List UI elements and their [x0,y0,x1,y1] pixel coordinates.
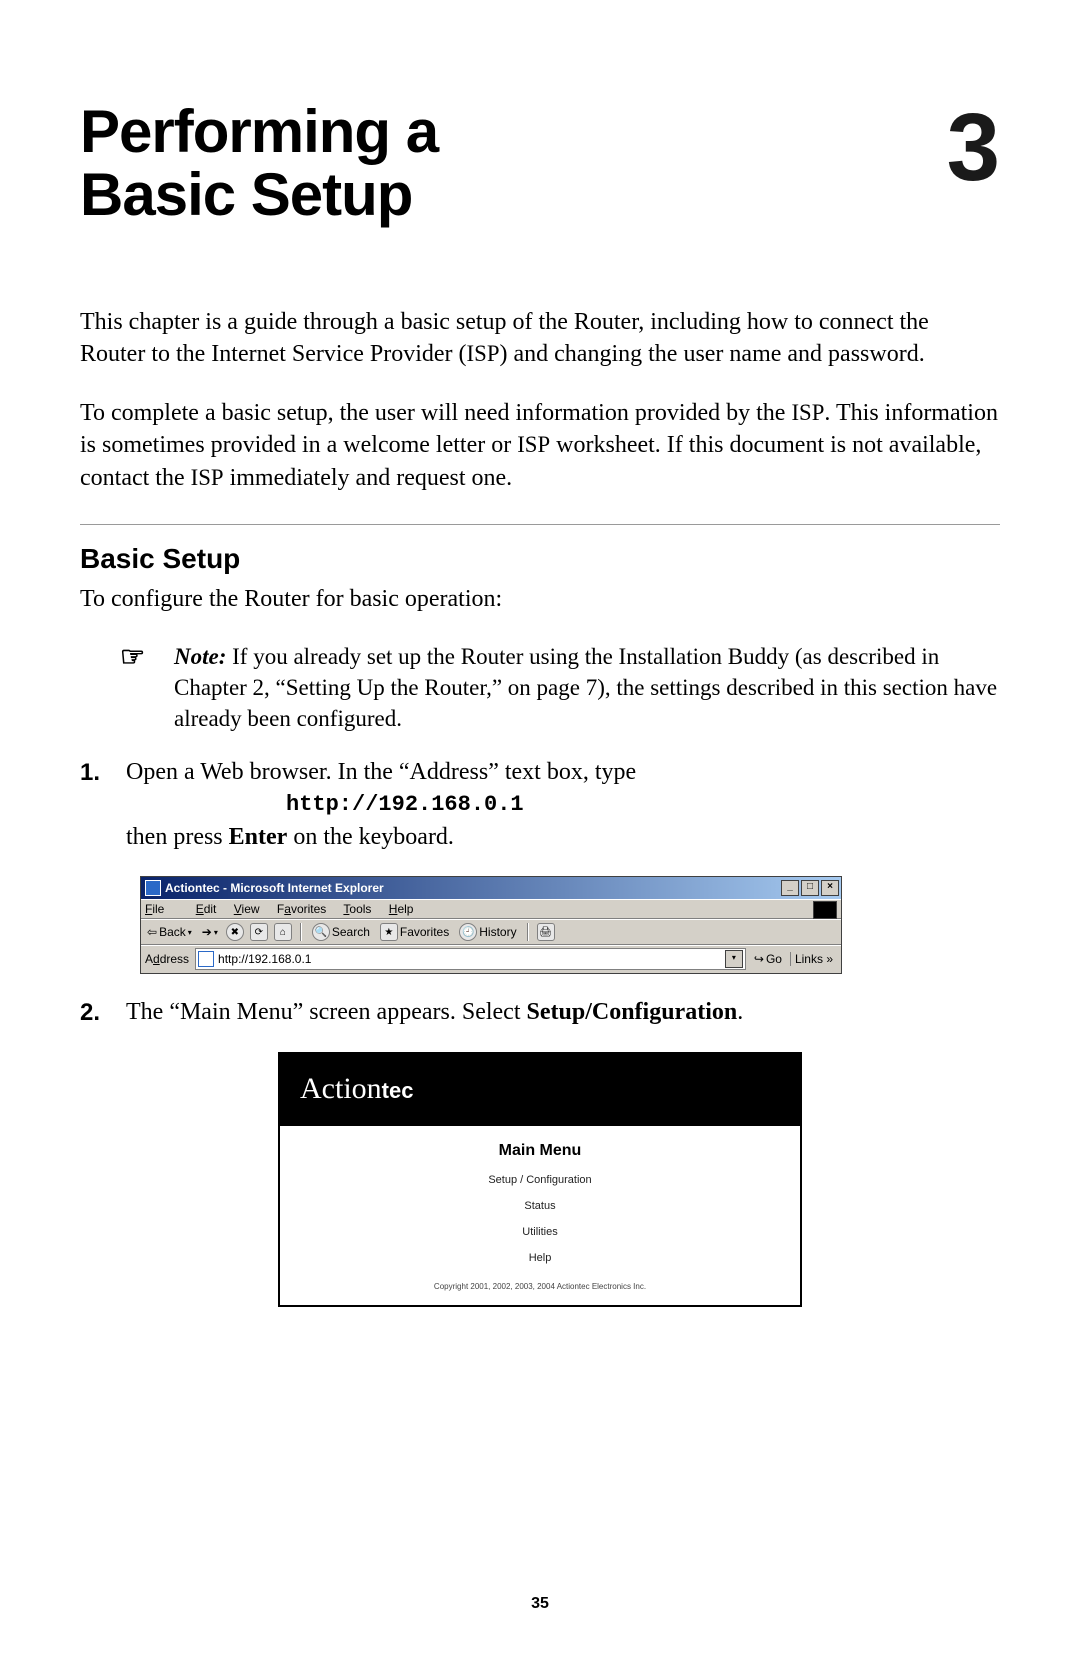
menu-edit[interactable]: Edit [196,902,217,916]
step-2-text: The “Main Menu” screen appears. Select [126,999,527,1025]
page-number: 35 [0,1595,1080,1613]
links-label: Links [795,952,823,966]
step-1-line-a: Open a Web browser. In the “Address” tex… [126,756,1000,790]
step-2-number: 2. [80,996,108,1030]
chapter-title: Performing a Basic Setup [80,100,438,226]
menu-help[interactable]: Help [389,902,414,916]
intro-p2-isp2: ISP [517,432,550,457]
go-button[interactable]: ↪Go [750,952,786,966]
router-main-menu-screenshot: Actiontec Main Menu Setup / Configuratio… [278,1052,802,1307]
close-button[interactable]: × [821,880,839,896]
note-block: ☞ Note: If you already set up the Router… [120,641,1000,734]
intro-p2d: immediately and request one. [224,465,513,491]
back-label: Back [159,925,186,939]
note-label: Note: [174,644,226,669]
ie-address-bar: Address http://192.168.0.1 ▾ ↪Go Links » [141,945,841,973]
favorites-button[interactable]: ★Favorites [378,923,451,941]
history-label: History [479,925,516,939]
step-1-body: Open a Web browser. In the “Address” tex… [126,756,1000,854]
step-2-body: The “Main Menu” screen appears. Select S… [126,996,1000,1030]
step-2-bold: Setup/Configuration [527,999,738,1025]
menu-favorites[interactable]: Favorites [277,902,326,916]
address-value: http://192.168.0.1 [218,952,311,966]
history-button[interactable]: 🕘History [457,923,518,941]
go-label: Go [766,952,782,966]
intro-p1b: ) and changing the user name and passwor… [500,341,925,367]
menu-item-setup[interactable]: Setup / Configuration [280,1174,800,1186]
ie-app-icon [145,880,161,896]
forward-dropdown-icon[interactable]: ▾ [214,928,218,937]
router-logo-bar: Actiontec [280,1054,800,1126]
chapter-title-line1: Performing a [80,98,438,165]
note-body: If you already set up the Router using t… [174,644,997,731]
section-lead: To configure the Router for basic operat… [80,583,1000,615]
forward-button[interactable]: ➔ ▾ [200,925,220,939]
intro-p2a: To complete a basic setup, the user will… [80,400,791,426]
ie-menubar: File Edit View Favorites Tools Help [141,899,841,919]
mail-icon[interactable]: 🖨 [537,923,555,941]
router-menu-title: Main Menu [280,1142,800,1160]
intro-p1-isp: ISP [467,341,500,366]
toolbar-separator [300,923,302,941]
step-1-line-b: then press Enter on the keyboard. [126,821,1000,855]
menu-item-status[interactable]: Status [280,1200,800,1212]
intro-paragraph-1: This chapter is a guide through a basic … [80,306,1000,371]
menu-view[interactable]: View [234,902,260,916]
address-field[interactable]: http://192.168.0.1 ▾ [195,948,746,970]
menu-item-help[interactable]: Help [280,1252,800,1264]
toolbar-separator-2 [527,923,529,941]
stop-icon[interactable]: ✖ [226,923,244,941]
ie-titlebar: Actiontec - Microsoft Internet Explorer … [141,877,841,899]
address-dropdown-icon[interactable]: ▾ [725,950,743,968]
step-1: 1. Open a Web browser. In the “Address” … [80,756,1000,854]
refresh-icon[interactable]: ⟳ [250,923,268,941]
intro-paragraph-2: To complete a basic setup, the user will… [80,397,1000,494]
note-text: Note: If you already set up the Router u… [174,641,1000,734]
pointing-hand-icon: ☞ [120,641,160,734]
menu-item-utilities[interactable]: Utilities [280,1226,800,1238]
step-1-b-pre: then press [126,824,229,850]
page-icon [198,951,214,967]
router-menu-body: Main Menu Setup / Configuration Status U… [280,1126,800,1305]
throbber-icon [813,901,837,919]
menu-tools[interactable]: Tools [343,902,371,916]
page: Performing a Basic Setup 3 This chapter … [0,0,1080,1669]
menu-file[interactable]: File [145,902,178,916]
maximize-button[interactable]: □ [801,880,819,896]
go-icon: ↪ [754,952,764,966]
chapter-heading-row: Performing a Basic Setup 3 [80,100,1000,226]
router-copyright: Copyright 2001, 2002, 2003, 2004 Actiont… [280,1282,800,1291]
back-button[interactable]: ⇦ Back ▾ [145,925,194,939]
section-heading: Basic Setup [80,543,1000,575]
ie-screenshot: Actiontec - Microsoft Internet Explorer … [140,876,842,974]
chapter-number: 3 [947,100,1000,196]
intro-p2-isp1: ISP [791,400,824,425]
section-rule [80,524,1000,525]
step-1-number: 1. [80,756,108,854]
search-icon: 🔍 [312,923,330,941]
chapter-title-line2: Basic Setup [80,161,412,228]
history-icon: 🕘 [459,923,477,941]
search-label: Search [332,925,370,939]
step-2-post: . [737,999,743,1025]
step-1-b-bold: Enter [229,824,288,850]
step-2: 2. The “Main Menu” screen appears. Selec… [80,996,1000,1030]
logo-tec: tec [382,1078,414,1103]
ie-toolbar: ⇦ Back ▾ ➔ ▾ ✖ ⟳ ⌂ 🔍Search ★Favorites 🕘H… [141,919,841,945]
minimize-button[interactable]: _ [781,880,799,896]
links-button[interactable]: Links » [790,952,837,966]
back-dropdown-icon[interactable]: ▾ [188,928,192,937]
favorites-icon: ★ [380,923,398,941]
ie-title-text: Actiontec - Microsoft Internet Explorer [165,881,384,895]
search-button[interactable]: 🔍Search [310,923,372,941]
intro-p2-isp3: ISP [191,465,224,490]
logo-script: Action [300,1072,382,1105]
favorites-label: Favorites [400,925,449,939]
links-chevron-icon: » [826,952,833,966]
step-1-url: http://192.168.0.1 [286,790,1000,821]
home-icon[interactable]: ⌂ [274,923,292,941]
address-label: Address [145,952,191,966]
step-1-b-post: on the keyboard. [287,824,454,850]
